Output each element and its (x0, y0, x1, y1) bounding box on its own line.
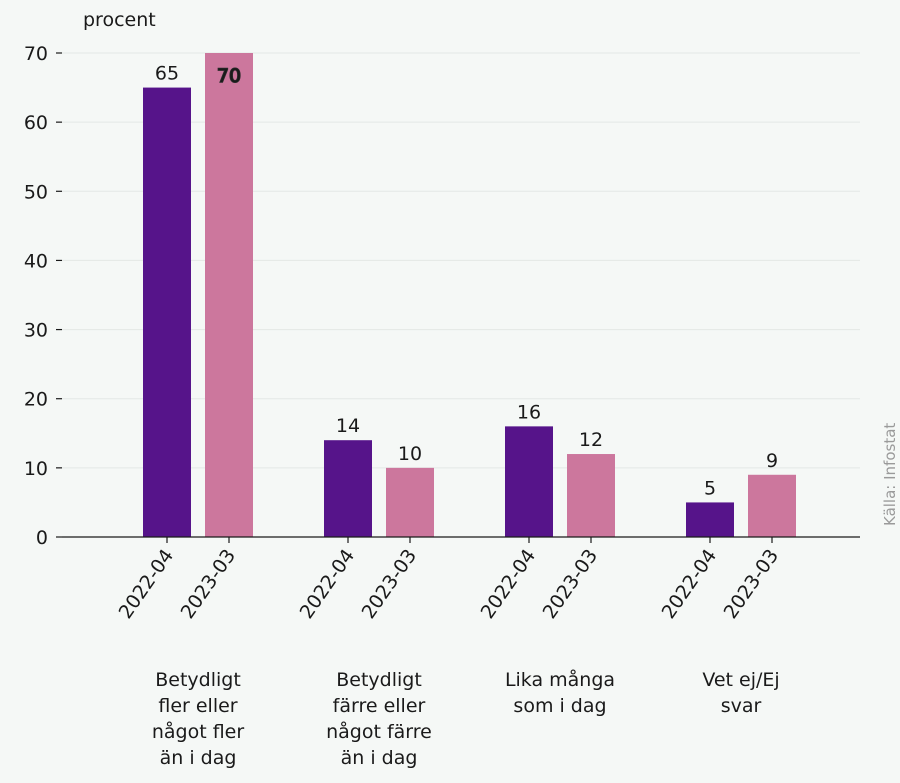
category-label-line: Betydligt (155, 669, 241, 691)
x-tick-label: 2022-04 (115, 545, 179, 623)
category-label-line: som i dag (513, 695, 606, 717)
value-labels: 65 70 14 10 16 12 5 9 (155, 63, 778, 500)
category-label-line: än i dag (341, 747, 418, 769)
category-label: Betydligt fler eller något fler än i dag (152, 669, 245, 769)
y-unit-label: procent (83, 9, 156, 31)
value-label: 5 (704, 477, 716, 499)
value-label: 10 (398, 443, 422, 465)
category-label-line: något fler (152, 720, 245, 743)
bar (324, 440, 372, 537)
x-tick-label: 2023-03 (539, 545, 603, 623)
bar (386, 467, 434, 537)
category-labels: Betydligt fler eller något fler än i dagBet… (152, 668, 780, 769)
value-label: 12 (579, 429, 603, 451)
x-tick-label: 2023-03 (720, 545, 784, 623)
y-tick-label: 40 (24, 250, 48, 272)
x-tick-label: 2022-04 (658, 545, 722, 623)
category-label-line: Betydligt (336, 669, 422, 691)
bar (143, 87, 191, 538)
y-axis: 0 10 20 30 40 50 60 70 (24, 43, 62, 549)
bars (143, 53, 796, 538)
bar (205, 53, 253, 537)
category-label-line: färre eller (333, 695, 426, 717)
x-tick-label: 2023-03 (358, 545, 422, 623)
source-label: Källa: Infostat (881, 423, 899, 526)
value-label: 16 (517, 401, 541, 423)
value-label: 65 (155, 63, 179, 85)
y-tick-label: 10 (24, 458, 48, 480)
category-label: Betydligt färre eller något färre än i dag (326, 669, 432, 769)
category-label: Lika många som i dag (505, 668, 615, 717)
x-tick-label: 2022-04 (296, 545, 360, 623)
value-label: 14 (336, 415, 360, 437)
category-label-line: än i dag (160, 747, 237, 769)
value-label: 9 (766, 450, 778, 472)
y-tick-label: 20 (24, 389, 48, 411)
category-label-line: något färre (326, 720, 432, 743)
y-tick-label: 60 (24, 112, 48, 134)
category-label-line: fler eller (158, 695, 237, 717)
y-tick-label: 50 (24, 181, 48, 203)
category-label-line: svar (721, 695, 762, 717)
bar (686, 502, 734, 537)
x-tick-label: 2023-03 (177, 545, 241, 623)
gridlines (62, 52, 860, 469)
value-label: 70 (217, 65, 241, 87)
x-tick-label: 2022-04 (477, 545, 541, 623)
bar (505, 426, 553, 537)
category-label-line: Lika många (505, 668, 615, 691)
y-tick-label: 30 (24, 320, 48, 342)
bar (567, 454, 615, 537)
y-tick-label: 70 (24, 43, 48, 65)
bar (748, 474, 796, 537)
category-label-line: Vet ej/Ej (702, 669, 779, 691)
category-label: Vet ej/Ej svar (702, 669, 779, 717)
y-tick-label: 0 (36, 527, 48, 549)
